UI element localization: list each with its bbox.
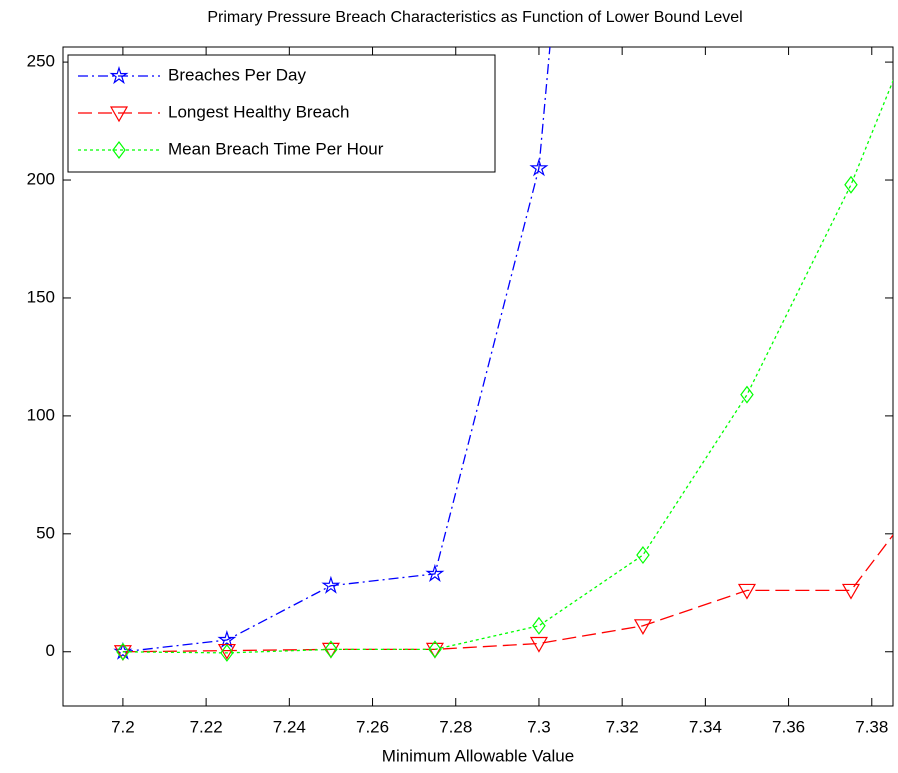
x-tick-label: 7.26 [356, 717, 389, 736]
x-tick-label: 7.34 [689, 717, 722, 736]
marker [740, 385, 754, 404]
legend-marker [109, 106, 129, 123]
marker [841, 583, 861, 600]
marker [428, 640, 442, 659]
x-tick-label: 7.2 [111, 717, 135, 736]
marker [324, 640, 338, 659]
marker [844, 175, 858, 194]
series-line [122, 47, 551, 653]
plot-layer [113, 47, 893, 662]
marker [425, 642, 444, 659]
marker [321, 642, 340, 659]
legend-label: Breaches Per Day [168, 65, 306, 84]
marker [220, 643, 234, 662]
x-tick-label: 7.24 [273, 717, 306, 736]
legend-marker [112, 141, 126, 159]
x-tick-label: 7.38 [855, 717, 888, 736]
marker [425, 563, 445, 583]
x-tick-label: 7.28 [439, 717, 472, 736]
legend-label: Mean Breach Time Per Hour [168, 139, 384, 158]
marker [217, 630, 237, 648]
y-tick-label: 250 [27, 52, 55, 71]
marker [113, 645, 132, 661]
marker [633, 619, 652, 636]
x-axis-label: Minimum Allowable Value [382, 746, 574, 765]
y-tick-label: 200 [27, 170, 55, 189]
chart-title: Primary Pressure Breach Characteristics … [207, 9, 742, 26]
x-tick-label: 7.32 [606, 717, 639, 736]
y-tick-label: 50 [36, 523, 55, 542]
y-tick-label: 150 [27, 287, 55, 306]
y-tick-label: 0 [46, 641, 55, 660]
legend-marker [109, 66, 129, 85]
x-tick-label: 7.36 [772, 717, 805, 736]
marker [532, 616, 546, 635]
y-tick-label: 100 [27, 405, 55, 424]
series-line [122, 79, 893, 654]
marker [636, 546, 650, 565]
marker [529, 636, 548, 653]
legend-label: Longest Healthy Breach [168, 102, 349, 121]
marker [116, 642, 130, 661]
marker [737, 583, 757, 600]
marker [321, 575, 341, 594]
x-tick-label: 7.22 [190, 717, 223, 736]
x-tick-label: 7.3 [527, 717, 551, 736]
marker [529, 158, 549, 177]
series-line [122, 534, 893, 653]
